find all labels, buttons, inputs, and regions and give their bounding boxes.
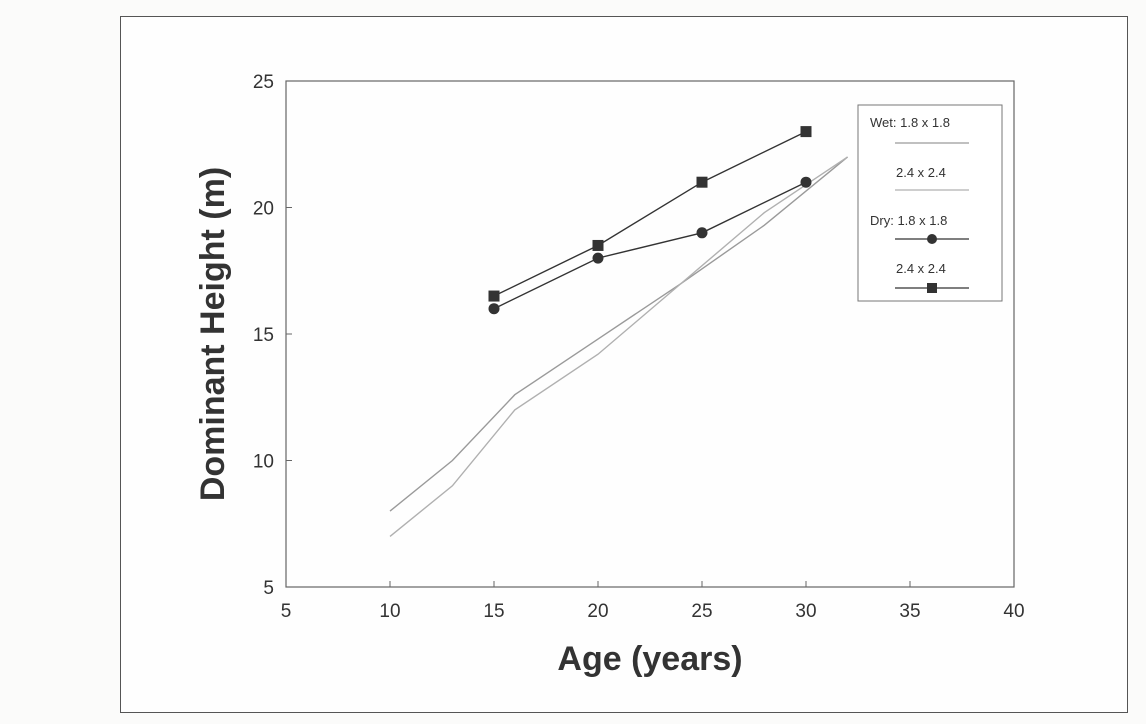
x-tick-label: 5 [281, 601, 292, 622]
legend: Wet: 1.8 x 1.8 2.4 x 2.4 Dry: 1.8 x 1.8 2.4… [857, 104, 1003, 302]
x-tick-label: 40 [1003, 601, 1024, 622]
y-tick-label: 10 [253, 452, 274, 473]
data-point [696, 227, 708, 239]
legend-label: Dry: 1.8 x 1.8 [870, 213, 947, 228]
data-point [696, 176, 708, 188]
legend-label: 2.4 x 2.4 [896, 165, 946, 180]
legend-marker [927, 283, 937, 293]
y-tick-label: 15 [253, 325, 274, 346]
x-tick-label: 10 [379, 601, 400, 622]
data-point [488, 290, 500, 302]
series-line [493, 130, 807, 297]
series-layer [389, 126, 849, 537]
data-point [592, 239, 604, 251]
legend-label: Wet: 1.8 x 1.8 [870, 115, 950, 130]
series-4 [488, 126, 812, 302]
x-tick-label: 30 [795, 601, 816, 622]
x-tick-label: 20 [587, 601, 608, 622]
series-line [389, 156, 848, 537]
y-tick-label: 25 [253, 72, 274, 93]
y-tick-label: 5 [263, 578, 274, 599]
series-3 [488, 176, 812, 315]
x-axis-title: Age (years) [557, 640, 742, 678]
legend-marker [927, 234, 937, 244]
legend-box [857, 104, 1003, 302]
series-line [389, 156, 849, 512]
x-tick-label: 15 [483, 601, 504, 622]
x-axis: 5 10 15 20 25 30 35 40 [281, 581, 1025, 622]
data-point [488, 303, 500, 315]
data-point [592, 252, 604, 264]
data-point [800, 176, 812, 188]
series-line [493, 181, 807, 310]
data-point [800, 126, 812, 138]
y-axis: 5 10 15 20 25 [253, 72, 292, 599]
y-axis-title: Dominant Height (m) [194, 167, 232, 501]
series-1 [389, 156, 849, 512]
series-2 [389, 156, 848, 537]
y-tick-label: 20 [253, 199, 274, 220]
x-tick-label: 35 [899, 601, 920, 622]
x-tick-label: 25 [691, 601, 712, 622]
legend-label: 2.4 x 2.4 [896, 261, 946, 276]
